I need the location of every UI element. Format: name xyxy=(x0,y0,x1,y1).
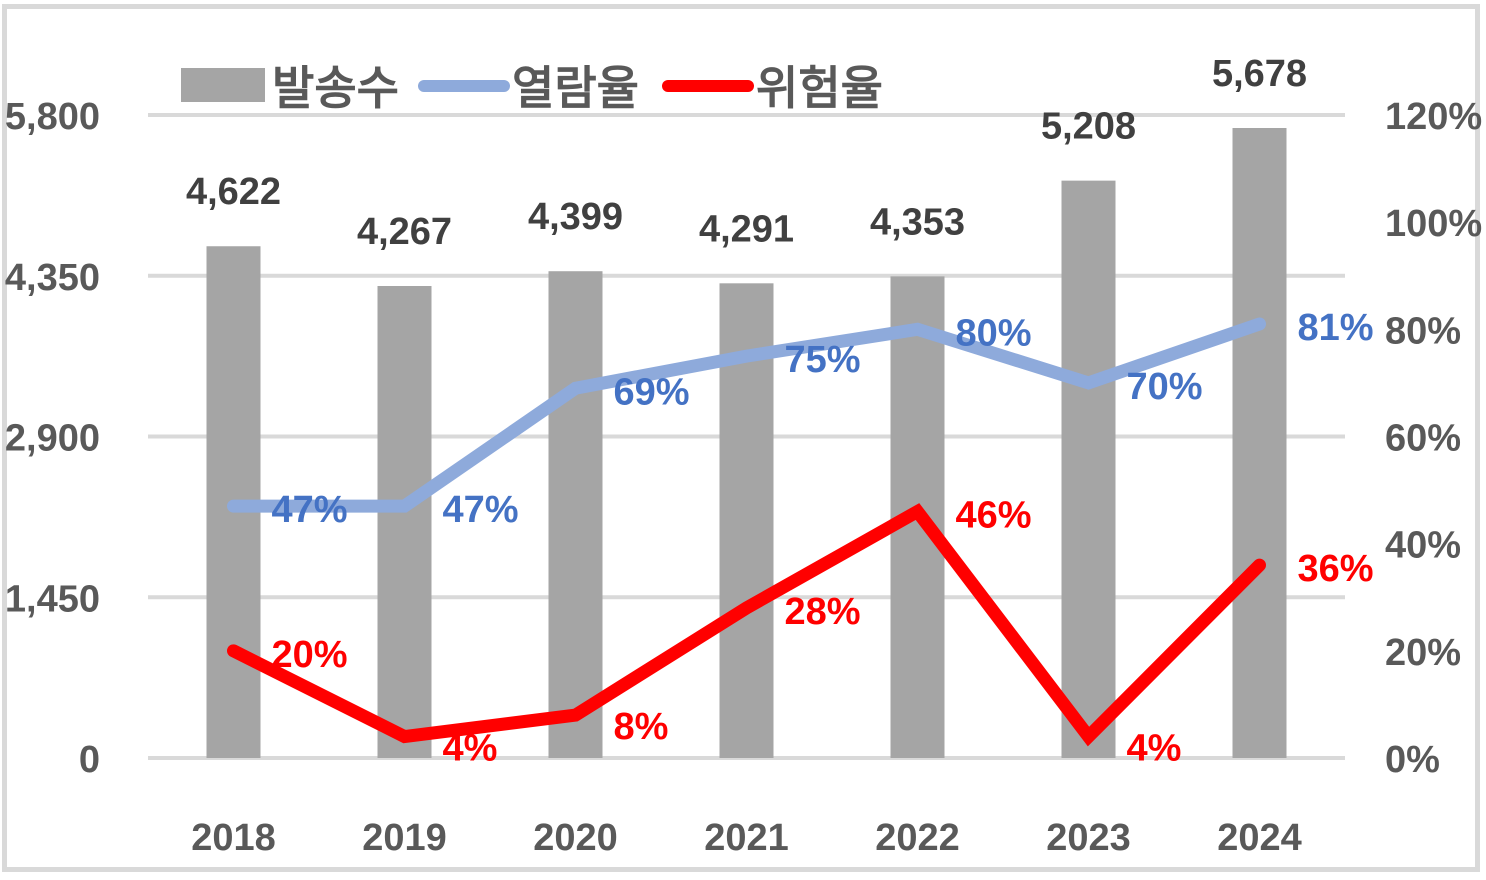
risk-rate-label: 4% xyxy=(1127,728,1182,770)
x-axis-tick: 2019 xyxy=(362,817,447,859)
x-axis-tick: 2018 xyxy=(191,817,276,859)
bar-value-label: 4,399 xyxy=(528,196,623,238)
open-rate-label: 47% xyxy=(443,489,519,531)
bar-value-label: 4,353 xyxy=(870,201,965,243)
right-axis: 0% 20% 40% 60% 80% 100% 120% xyxy=(1385,96,1482,781)
bar xyxy=(1061,180,1116,758)
x-axis-tick: 2022 xyxy=(875,817,960,859)
bar-value-label: 4,622 xyxy=(186,171,281,213)
line-series xyxy=(227,317,1266,747)
legend: 발송수 열람율 위험율 xyxy=(181,61,883,115)
bar xyxy=(1232,128,1287,758)
right-axis-tick: 60% xyxy=(1385,418,1461,460)
right-axis-tick: 120% xyxy=(1385,96,1482,138)
right-axis-tick: 100% xyxy=(1385,203,1482,245)
x-axis-tick: 2023 xyxy=(1046,817,1131,859)
right-axis-tick: 0% xyxy=(1385,739,1440,781)
open-rate-label: 47% xyxy=(272,489,348,531)
left-axis-tick: 2,900 xyxy=(5,418,100,460)
risk-rate-label: 20% xyxy=(272,634,348,676)
bar-value-label: 5,678 xyxy=(1212,53,1307,95)
risk-rate-label: 4% xyxy=(443,728,498,770)
bar xyxy=(548,271,603,758)
open-rate-label: 75% xyxy=(785,339,861,381)
x-axis-tick: 2024 xyxy=(1217,817,1302,859)
bar-value-label: 4,291 xyxy=(699,208,794,250)
left-axis-tick: 0 xyxy=(79,739,100,781)
open-rate-label: 69% xyxy=(614,371,690,413)
open-rate-label: 80% xyxy=(956,312,1032,354)
x-axis-tick: 2021 xyxy=(704,817,789,859)
right-axis-tick: 40% xyxy=(1385,525,1461,567)
legend-label-risk-rate: 위험율 xyxy=(756,61,883,115)
bar-value-label: 5,208 xyxy=(1041,106,1136,148)
risk-rate-label: 28% xyxy=(785,591,861,633)
legend-label-open-rate: 열람율 xyxy=(512,61,639,115)
open-rate-line xyxy=(227,317,1266,513)
data-labels: 4,622 4,267 4,399 4,291 4,353 5,208 5,678 47% 47… xyxy=(186,53,1374,770)
risk-rate-label: 46% xyxy=(956,495,1032,537)
risk-rate-line xyxy=(227,503,1266,747)
legend-label-sends: 발송수 xyxy=(272,61,399,115)
open-rate-label: 81% xyxy=(1298,307,1374,349)
left-axis-tick: 1,450 xyxy=(5,578,100,620)
left-axis: 0 1,450 2,900 4,350 5,800 xyxy=(5,96,100,781)
right-axis-tick: 80% xyxy=(1385,310,1461,352)
risk-rate-label: 36% xyxy=(1298,548,1374,590)
bar xyxy=(377,286,432,758)
left-axis-tick: 4,350 xyxy=(5,257,100,299)
bar-value-label: 4,267 xyxy=(357,211,452,253)
left-axis-tick: 5,800 xyxy=(5,96,100,138)
x-axis: 2018 2019 2020 2021 2022 2023 2024 xyxy=(191,817,1302,859)
open-rate-label: 70% xyxy=(1127,366,1203,408)
risk-rate-label: 8% xyxy=(614,706,669,748)
x-axis-tick: 2020 xyxy=(533,817,618,859)
legend-swatch-sends xyxy=(181,68,265,102)
right-axis-tick: 20% xyxy=(1385,632,1461,674)
